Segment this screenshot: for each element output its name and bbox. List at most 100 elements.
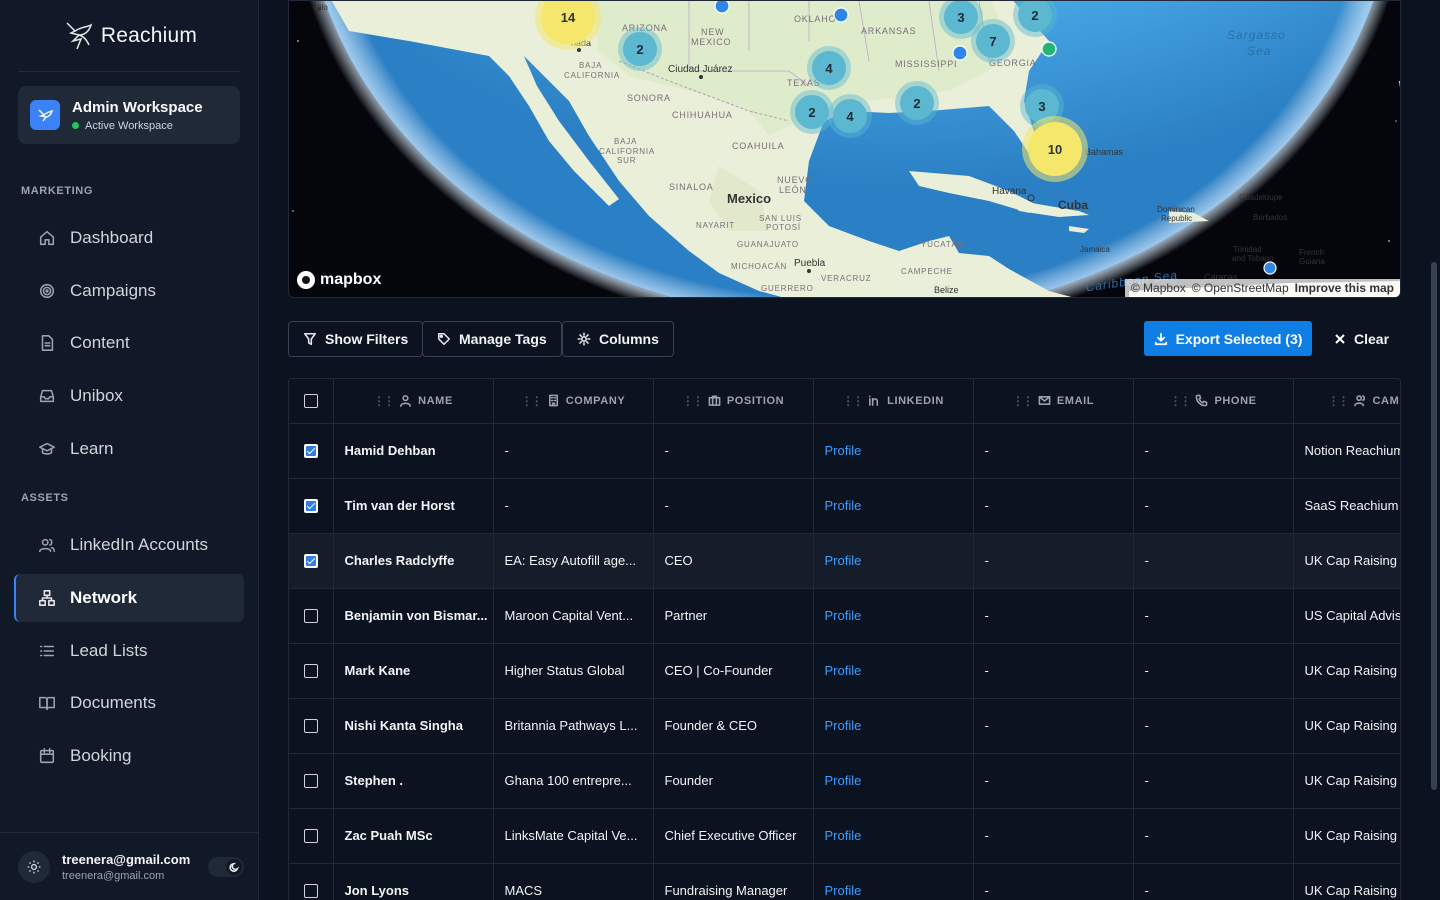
linkedin-profile-link[interactable]: Profile xyxy=(813,753,974,809)
nav-item-lead-lists[interactable]: Lead Lists xyxy=(14,627,244,675)
column-header-email[interactable]: ⋮⋮ EMAIL xyxy=(973,379,1134,424)
linkedin-profile-link[interactable]: Profile xyxy=(813,423,974,479)
row-checkbox[interactable] xyxy=(303,444,318,459)
map-point[interactable] xyxy=(952,45,968,61)
mapbox-logo[interactable]: mapbox xyxy=(297,271,381,289)
map-cluster[interactable]: 4 xyxy=(828,94,872,138)
drag-handle-icon[interactable]: ⋮⋮ xyxy=(373,393,395,408)
settings-button[interactable] xyxy=(18,850,50,883)
network-map[interactable]: ARIZONA NEW MEXICO OKLAHO ARKANSAS TEXAS… xyxy=(288,0,1401,298)
column-header-campaign[interactable]: ⋮⋮ CAMPA xyxy=(1293,379,1400,424)
gear-icon xyxy=(27,860,41,873)
table-row[interactable]: Mark Kane Higher Status Global CEO | Co-Fo… xyxy=(289,643,1400,699)
drag-handle-icon[interactable]: ⋮⋮ xyxy=(1011,393,1034,408)
column-header-company[interactable]: ⋮⋮ COMPANY xyxy=(493,379,654,424)
nav-item-network[interactable]: Network xyxy=(14,574,244,622)
linkedin-profile-link[interactable]: Profile xyxy=(813,533,974,589)
page-scrollbar[interactable] xyxy=(1428,0,1440,900)
nav-item-campaigns[interactable]: Campaigns xyxy=(14,267,244,315)
nav-item-dashboard[interactable]: Dashboard xyxy=(14,214,244,262)
row-select-cell xyxy=(289,478,334,534)
linkedin-profile-link[interactable]: Profile xyxy=(813,863,974,900)
nav-label: Learn xyxy=(70,439,114,458)
map-cluster[interactable]: 2 xyxy=(895,81,939,125)
row-checkbox[interactable] xyxy=(303,774,318,789)
linkedin-profile-link[interactable]: Profile xyxy=(813,478,974,534)
linkedin-profile-link[interactable]: Profile xyxy=(813,698,974,754)
improve-map-link[interactable]: Improve this map xyxy=(1294,281,1394,295)
attribution-mapbox[interactable]: © Mapbox xyxy=(1130,281,1186,295)
export-selected-button[interactable]: Export Selected (3) xyxy=(1144,321,1312,356)
map-cluster[interactable]: 4 xyxy=(807,46,851,90)
scrollbar-thumb[interactable] xyxy=(1431,262,1437,790)
column-header-position[interactable]: ⋮⋮ POSITION xyxy=(653,379,814,424)
map-label-baja-california: BAJA xyxy=(579,61,602,70)
column-header-linkedin[interactable]: ⋮⋮ LINKEDIN xyxy=(813,379,974,424)
map-cluster[interactable]: 3 xyxy=(1020,84,1064,128)
nav-item-unibox[interactable]: Unibox xyxy=(14,372,244,420)
table-header-row: ⋮⋮ NAME ⋮⋮ COMPANY ⋮⋮ POSITION ⋮⋮ LINKEDIN ⋮… xyxy=(289,379,1400,424)
table-row[interactable]: Benjamin von Bismar... Maroon Capital Ven… xyxy=(289,588,1400,644)
map-point[interactable] xyxy=(1041,41,1057,57)
map-cluster[interactable]: 2 xyxy=(790,90,834,134)
manage-tags-button[interactable]: Manage Tags xyxy=(422,321,562,357)
row-checkbox[interactable] xyxy=(303,884,318,899)
table-row[interactable]: Hamid Dehban - - Profile - - Notion Reachium xyxy=(289,423,1400,479)
clear-label: Clear xyxy=(1354,330,1390,347)
svg-text:4: 4 xyxy=(846,109,854,124)
column-header-label: EMAIL xyxy=(1056,394,1095,407)
column-header-phone[interactable]: ⋮⋮ PHONE xyxy=(1133,379,1294,424)
map-cluster[interactable]: 2 xyxy=(1013,1,1057,37)
nav-item-booking[interactable]: Booking xyxy=(14,732,244,780)
row-checkbox[interactable] xyxy=(303,719,318,734)
row-checkbox[interactable] xyxy=(303,609,318,624)
table-row[interactable]: Zac Puah MSc LinksMate Capital Ve... Chief… xyxy=(289,808,1400,864)
workspace-switcher[interactable]: Admin Workspace Active Workspace xyxy=(18,86,240,144)
map-cluster[interactable]: 14 xyxy=(535,1,601,50)
drag-handle-icon[interactable]: ⋮⋮ xyxy=(842,393,864,408)
drag-handle-icon[interactable]: ⋮⋮ xyxy=(681,393,704,408)
table-row[interactable]: Stephen . Ghana 100 entrepre... Founder Pro… xyxy=(289,753,1400,809)
linkedin-profile-link[interactable]: Profile xyxy=(813,643,974,699)
brand[interactable]: Reachium xyxy=(18,0,240,72)
table-row[interactable]: Nishi Kanta Singha Britannia Pathways L..… xyxy=(289,698,1400,754)
cell-position: Partner xyxy=(653,588,814,644)
section-label-marketing: MARKETING xyxy=(21,185,94,197)
column-header-name[interactable]: ⋮⋮ NAME xyxy=(333,379,494,424)
show-filters-button[interactable]: Show Filters xyxy=(288,321,424,357)
select-all-checkbox[interactable] xyxy=(303,393,318,408)
mapbox-logo-icon xyxy=(297,271,315,289)
column-header-label: COMPANY xyxy=(565,394,626,407)
linkedin-profile-link[interactable]: Profile xyxy=(813,808,974,864)
row-checkbox[interactable] xyxy=(303,554,318,569)
nav-item-linkedin-accounts[interactable]: LinkedIn Accounts xyxy=(14,521,244,569)
theme-toggle[interactable] xyxy=(208,857,244,877)
columns-button[interactable]: Columns xyxy=(562,321,674,357)
cell-campaign: UK Cap Raising xyxy=(1293,533,1400,589)
nav-item-content[interactable]: Content xyxy=(14,319,244,367)
map-cluster[interactable]: 7 xyxy=(971,19,1015,63)
nav-item-learn[interactable]: Learn xyxy=(14,425,244,473)
users-icon xyxy=(39,538,55,553)
map-point[interactable] xyxy=(714,1,730,14)
linkedin-profile-link[interactable]: Profile xyxy=(813,588,974,644)
drag-handle-icon[interactable]: ⋮⋮ xyxy=(1169,393,1191,408)
table-row[interactable]: Charles Radclyffe EA: Easy Autofill age..… xyxy=(289,533,1400,589)
drag-handle-icon[interactable]: ⋮⋮ xyxy=(520,393,543,408)
map-point[interactable] xyxy=(833,7,849,23)
drag-handle-icon[interactable]: ⋮⋮ xyxy=(1327,393,1350,408)
row-checkbox[interactable] xyxy=(303,829,318,844)
nav-item-documents[interactable]: Documents xyxy=(14,679,244,727)
table-row[interactable]: Tim van der Horst - - Profile - - SaaS Reachiu… xyxy=(289,478,1400,534)
map-cluster[interactable]: 10 xyxy=(1022,116,1088,182)
attribution-osm[interactable]: © OpenStreetMap xyxy=(1191,281,1289,295)
map-point[interactable] xyxy=(1263,261,1277,275)
map-cluster[interactable]: 2 xyxy=(618,27,662,71)
row-checkbox[interactable] xyxy=(303,499,318,514)
clear-selection-button[interactable]: Clear xyxy=(1326,321,1397,356)
map-cluster[interactable]: 3 xyxy=(939,1,983,39)
cell-campaign: SaaS Reachium xyxy=(1293,478,1400,534)
cell-phone: - xyxy=(1133,753,1294,809)
table-row[interactable]: Jon Lyons MACS Fundraising Manager Profile -… xyxy=(289,863,1400,900)
row-checkbox[interactable] xyxy=(303,664,318,679)
